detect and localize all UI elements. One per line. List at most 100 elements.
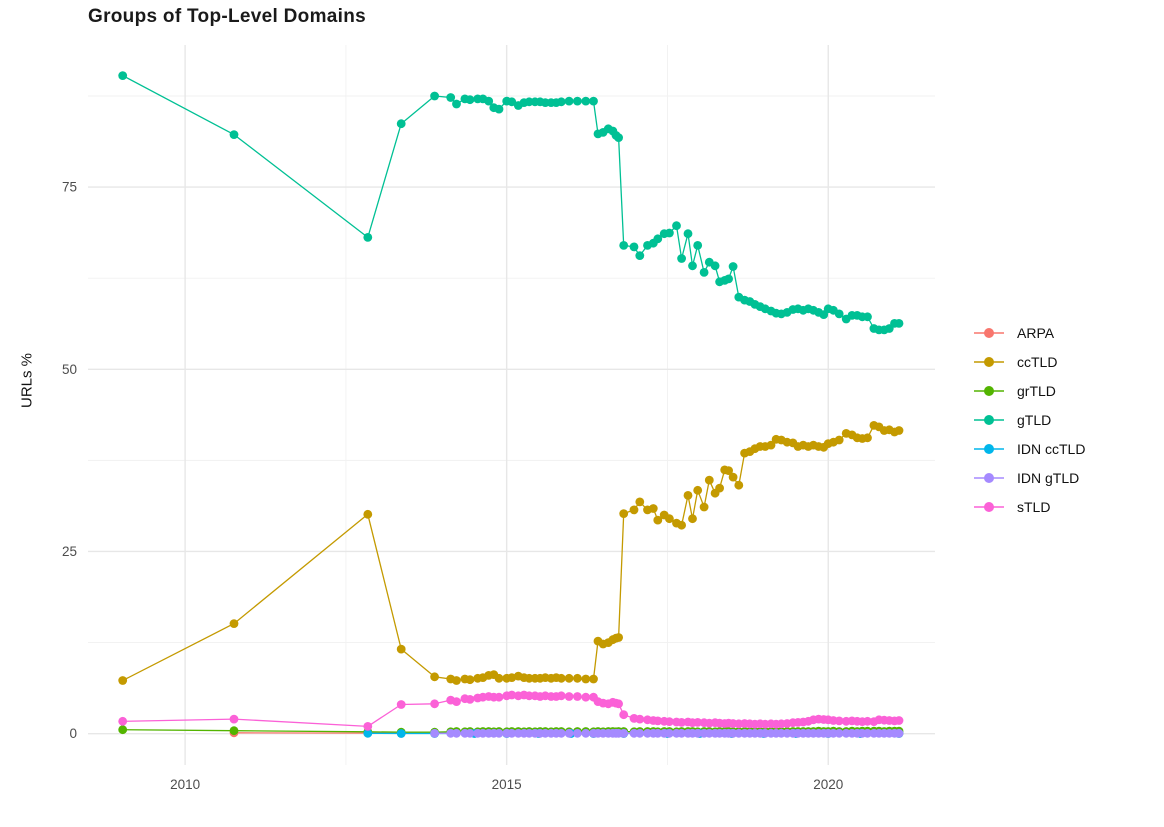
data-point-gtld [396,119,406,129]
data-point-gtld [619,241,629,250]
data-point-gtld [688,261,697,271]
legend: ARPA ccTLD grTLD gTLD IDN ccTLD IDN gTLD sTLD [973,318,1085,521]
data-point-stld [693,718,703,727]
data-point-cctld [648,504,658,513]
data-point-idn-gtld [894,728,904,738]
data-point-gtld [683,229,693,239]
data-point-gtld [677,254,686,263]
legend-label: gTLD [1017,411,1052,428]
data-point-stld [573,692,582,701]
data-point-gtld [672,221,681,231]
data-point-cctld [229,619,239,628]
data-point-stld [430,699,439,709]
data-point-idn-gtld [665,728,674,738]
data-point-gtld [728,262,738,271]
y-tick-label: 25 [62,544,77,559]
data-point-idn-gtld [556,728,566,738]
data-point-stld [507,690,517,700]
data-point-stld [614,699,623,709]
data-point-gtld [564,96,574,106]
data-point-gtld [653,234,663,244]
legend-key-icon [974,356,1004,367]
y-tick-label: 0 [69,726,77,741]
data-point-stld [556,691,566,701]
data-point-cctld [118,676,128,685]
data-point-cctld [724,466,733,475]
data-point-stld [494,692,504,702]
data-point-gtld [507,97,517,107]
data-point-stld [834,716,844,726]
data-point-gtld [894,319,904,328]
data-point-gtld [465,95,475,105]
data-point-cctld [465,675,475,685]
data-point-gtld [665,228,674,238]
legend-key-icon [974,501,1004,512]
data-point-idn-gtld [507,728,517,738]
legend-label: ARPA [1017,324,1055,341]
legend-label: IDN ccTLD [1017,440,1086,457]
data-point-stld [619,710,629,720]
data-point-cctld [715,483,724,493]
data-point-stld [677,718,686,727]
data-point-idn-gtld [635,728,645,738]
data-point-cctld [699,502,709,512]
data-point-stld [363,722,373,731]
legend-key-icon [974,385,1004,396]
data-point-cctld [589,674,598,684]
data-point-gtld [363,233,373,242]
data-point-stld [653,716,663,726]
data-point-gtld [693,241,703,250]
data-point-stld [665,717,674,726]
data-point-gtld [581,96,591,106]
data-point-cctld [704,475,714,485]
data-point-stld [396,700,406,709]
legend-label: sTLD [1017,498,1051,515]
legend-item-gtld: gTLD [973,405,1085,434]
x-tick-label: 2015 [492,777,522,792]
data-point-gtld [494,104,504,114]
x-tick-label: 2010 [170,777,200,792]
data-point-stld [894,716,904,725]
data-point-idn-gtld [834,728,844,738]
data-point-gtld [229,130,239,140]
data-point-gtld [834,309,844,319]
data-point-cctld [734,480,744,490]
legend-key-icon [974,443,1004,454]
data-point-cctld [834,435,844,445]
data-point-idn-gtld [581,728,591,738]
legend-item-cctld: ccTLD [973,347,1085,376]
data-point-stld [564,692,574,701]
data-point-cctld [629,505,639,515]
data-point-cctld [688,514,697,524]
data-point-cctld [430,672,439,682]
data-point-cctld [683,491,693,500]
data-point-gtld [589,96,598,106]
data-point-idn-gtld [677,728,686,738]
data-point-cctld [363,509,373,519]
legend-item-idn-gtld: IDN gTLD [973,463,1085,492]
data-point-grtld [229,726,239,736]
data-point-cctld [653,515,663,525]
data-point-gtld [573,96,582,106]
legend-key-icon [974,414,1004,425]
y-tick-label: 50 [62,362,77,377]
data-point-idn-gtld [452,728,461,738]
data-point-stld [635,714,645,724]
data-point-idn-gtld [693,728,703,738]
data-point-gtld [699,268,709,277]
data-point-gtld [629,242,639,252]
data-point-cctld [728,472,738,482]
data-point-idn-gtld [494,728,504,738]
legend-item-arpa: ARPA [973,318,1085,347]
data-point-stld [452,697,461,706]
data-point-gtld [635,251,645,260]
legend-item-stld: sTLD [973,492,1085,521]
data-point-cctld [665,514,674,524]
y-axis-title: URLs % [18,353,36,409]
data-point-cctld [614,633,623,642]
data-point-gtld [614,133,623,143]
legend-label: IDN gTLD [1017,469,1080,486]
data-point-idn-gtld [619,728,629,738]
data-point-idn-gtld [465,728,475,738]
data-point-gtld [446,93,456,102]
